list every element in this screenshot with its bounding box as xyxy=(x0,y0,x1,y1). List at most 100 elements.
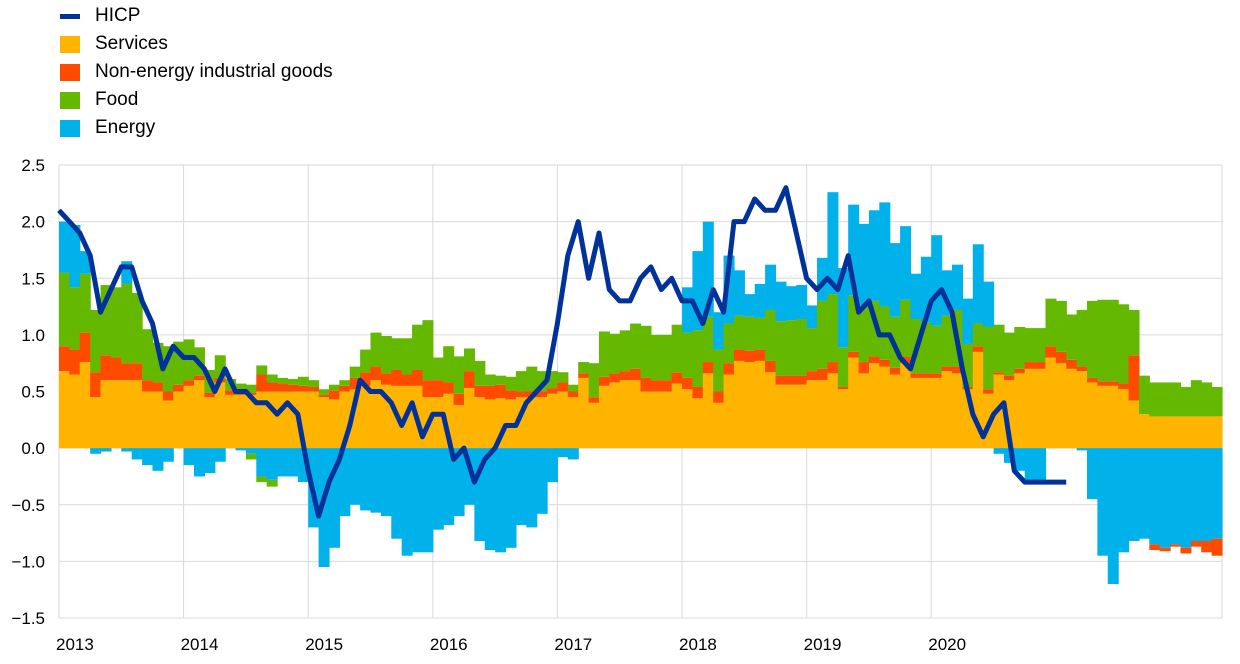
bar-services xyxy=(941,371,953,449)
bar-food xyxy=(370,332,382,367)
bar-neig xyxy=(702,362,714,374)
legend-item-hicp: HICP xyxy=(60,2,333,30)
bar-neig xyxy=(162,391,174,401)
legend-label: HICP xyxy=(95,5,141,26)
bar-food xyxy=(484,374,496,386)
bar-food xyxy=(1024,328,1036,363)
bar-food xyxy=(173,341,185,385)
bar-neig xyxy=(952,366,964,374)
bar-energy xyxy=(193,448,205,477)
bar-energy xyxy=(463,448,475,505)
bar-neig xyxy=(1014,368,1026,374)
legend-label: Non-energy industrial goods xyxy=(95,61,333,82)
bar-energy xyxy=(297,448,309,483)
bar-neig xyxy=(287,384,299,392)
bar-neig xyxy=(879,359,891,367)
bar-food xyxy=(609,333,621,374)
bar-food xyxy=(806,328,818,372)
bar-energy xyxy=(733,270,745,316)
bar-food xyxy=(640,325,652,378)
bar-energy xyxy=(713,312,725,350)
bar-energy xyxy=(848,204,860,296)
bar-neig xyxy=(671,372,683,384)
bar-services xyxy=(1201,416,1213,449)
bar-services xyxy=(1003,380,1015,449)
bar-services xyxy=(858,373,870,449)
bar-neig xyxy=(713,391,725,403)
bar-services xyxy=(100,380,112,449)
bar-energy xyxy=(702,221,714,317)
bar-neig xyxy=(733,349,745,361)
bar-services xyxy=(432,397,444,449)
bar-services xyxy=(868,363,880,449)
bar-energy xyxy=(557,448,569,458)
bar-energy xyxy=(1211,448,1223,539)
bar-energy xyxy=(349,448,361,505)
bar-neig xyxy=(495,384,507,399)
bar-neig xyxy=(889,367,901,375)
bar-food xyxy=(557,372,569,383)
bar-food xyxy=(328,384,340,391)
bar-neig xyxy=(266,382,278,392)
bar-services xyxy=(536,397,548,449)
bar-neig xyxy=(983,389,995,394)
bar-food xyxy=(733,315,745,350)
y-tick-label: 0.5 xyxy=(21,383,45,402)
legend-item-energy: Energy xyxy=(60,114,333,142)
y-tick-label: −1.5 xyxy=(11,609,45,628)
bar-food xyxy=(1201,382,1213,417)
bar-neig xyxy=(193,375,205,381)
bar-food xyxy=(256,365,268,375)
bar-neig xyxy=(380,373,392,385)
bar-energy xyxy=(1118,448,1130,553)
bar-food xyxy=(827,294,839,363)
bar-food xyxy=(1180,386,1192,417)
bar-food xyxy=(931,325,943,374)
bar-services xyxy=(308,391,320,449)
bar-neig xyxy=(858,362,870,374)
bar-neig xyxy=(1045,346,1057,358)
bar-services xyxy=(1076,371,1088,449)
legend-item-neig: Non-energy industrial goods xyxy=(60,58,333,86)
bar-services xyxy=(630,380,642,449)
bar-neig xyxy=(920,373,932,378)
bar-services xyxy=(598,385,610,449)
bar-food xyxy=(1045,298,1057,347)
bar-energy xyxy=(858,223,870,306)
bar-food xyxy=(598,331,610,377)
bar-services xyxy=(474,397,486,449)
bar-food xyxy=(235,383,247,393)
bar-energy xyxy=(920,256,932,323)
bar-food xyxy=(142,329,154,381)
bar-food xyxy=(983,326,995,390)
bar-food xyxy=(1066,314,1078,360)
bar-neig xyxy=(1087,377,1098,383)
bar-services xyxy=(287,391,299,449)
bar-food xyxy=(131,292,143,364)
bar-food xyxy=(505,376,517,391)
bar-food xyxy=(349,366,361,378)
bar-neig xyxy=(806,371,818,381)
bar-energy xyxy=(765,264,777,310)
bar-neig xyxy=(1211,538,1223,556)
legend-swatch-energy xyxy=(60,119,80,137)
bar-energy xyxy=(474,448,486,541)
bar-services xyxy=(162,400,174,449)
bar-neig xyxy=(910,373,922,378)
bar-food xyxy=(526,366,538,392)
bar-services xyxy=(121,380,133,449)
bar-services xyxy=(1128,400,1140,449)
bar-services xyxy=(1159,416,1171,449)
bar-services xyxy=(806,380,818,449)
bar-services xyxy=(1014,373,1026,449)
x-tick-label: 2014 xyxy=(181,635,219,654)
bar-food xyxy=(1211,386,1223,417)
bar-neig xyxy=(931,373,943,378)
bar-energy xyxy=(484,448,496,551)
bar-services xyxy=(318,397,330,449)
bar-food xyxy=(443,346,455,383)
bar-energy xyxy=(59,221,70,273)
bar-services xyxy=(962,389,974,449)
bar-neig xyxy=(152,382,164,392)
bar-food xyxy=(619,330,631,372)
